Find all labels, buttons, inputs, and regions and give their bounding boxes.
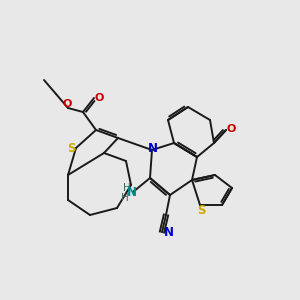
- Text: N: N: [127, 187, 137, 200]
- Text: H: H: [121, 193, 129, 203]
- Text: O: O: [62, 99, 72, 109]
- Text: S: S: [197, 203, 205, 217]
- Text: N: N: [148, 142, 158, 155]
- Text: H: H: [123, 183, 131, 193]
- Text: S: S: [67, 142, 75, 155]
- Text: O: O: [226, 124, 236, 134]
- Text: N: N: [164, 226, 174, 239]
- Text: O: O: [94, 93, 104, 103]
